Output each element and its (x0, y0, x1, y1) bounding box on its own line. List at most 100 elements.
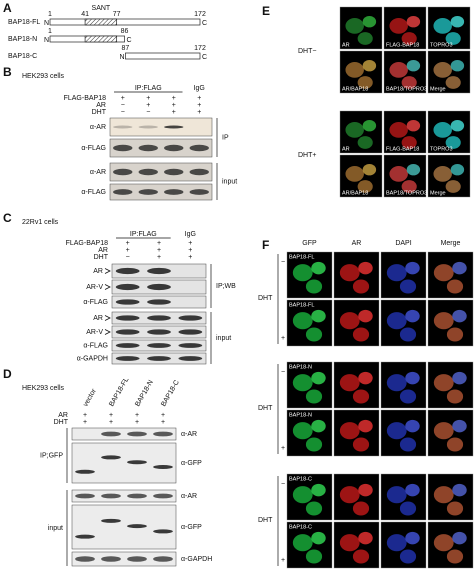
image-label: FLAG-BAP18 (386, 42, 419, 48)
cell-line: 22Rv1 cells (22, 219, 59, 226)
plus-sign: + (281, 557, 285, 564)
column-header: AR (352, 240, 362, 247)
condition-sign: + (109, 419, 113, 426)
cell (433, 264, 454, 282)
cell (452, 419, 467, 433)
cell (445, 76, 461, 89)
treatment-label: DHT (258, 517, 273, 524)
cell (339, 534, 360, 552)
cell (358, 419, 373, 433)
cell (401, 32, 417, 45)
cell (389, 166, 408, 182)
cell (401, 136, 417, 149)
cell (446, 279, 464, 294)
cell (352, 549, 370, 564)
cell (357, 180, 373, 193)
cell (352, 327, 370, 342)
condition-sign: − (146, 109, 150, 116)
cell (339, 264, 360, 282)
group-label: input (216, 335, 231, 342)
blot (71, 427, 177, 441)
band (115, 329, 140, 335)
cell (433, 62, 452, 78)
band (147, 267, 171, 275)
group-label: IP (222, 134, 229, 141)
image-label: AR/BAP18 (342, 86, 368, 92)
blot-label: α-GAPDH (77, 355, 108, 362)
image-label: BAP18-FL (289, 254, 314, 260)
cell (405, 483, 420, 497)
condition-sign: + (188, 247, 192, 254)
cell-line: HEK293 cells (22, 73, 65, 80)
band (189, 189, 209, 195)
band (147, 356, 171, 361)
cell (305, 437, 323, 452)
treatment-label: DHT− (298, 48, 316, 55)
band (147, 329, 171, 335)
image-label: Merge (430, 86, 446, 92)
cell (406, 15, 421, 28)
blot-label: α-FLAG (83, 342, 108, 349)
cell (386, 264, 407, 282)
cell (433, 122, 452, 138)
condition-sign: + (157, 247, 161, 254)
band (75, 556, 95, 562)
residue-number: 41 (81, 11, 89, 18)
cell (399, 327, 417, 342)
image-label: BAP18/TOPRO3 (386, 86, 427, 92)
cell (357, 76, 373, 89)
cell (405, 531, 420, 545)
blot-label: α-AR (90, 169, 106, 176)
cell (450, 163, 465, 176)
condition-sign: + (157, 254, 161, 261)
image-label: BAP18-C (289, 476, 312, 482)
cell (433, 422, 454, 440)
blot-label: α-GFP (181, 460, 202, 467)
cell (446, 389, 464, 404)
igg-header: IgG (185, 231, 196, 238)
treatment-label: DHT (258, 295, 273, 302)
band (115, 267, 140, 275)
cell (446, 327, 464, 342)
domain-name: SANT (92, 5, 111, 12)
cell (405, 261, 420, 275)
image-label: FLAG-BAP18 (386, 146, 419, 152)
lane-label: vector (82, 387, 98, 408)
cell (292, 422, 313, 440)
treatment-label: DHT+ (298, 152, 316, 159)
cell (446, 501, 464, 516)
blot-label: α-FLAG (83, 299, 108, 306)
condition-name: DHT (92, 109, 107, 116)
band (147, 299, 171, 305)
cell (345, 122, 364, 138)
band (164, 144, 184, 152)
cell (339, 312, 360, 330)
cell (401, 76, 417, 89)
cell (339, 422, 360, 440)
band (138, 144, 158, 152)
cell (311, 371, 326, 385)
panel-letter: C (3, 211, 12, 225)
image-label: TOPRO3 (430, 42, 453, 48)
condition-sign: + (146, 102, 150, 109)
band (75, 469, 95, 474)
cell-line: HEK293 cells (22, 385, 65, 392)
arrowhead (104, 329, 111, 335)
minus-sign: − (281, 259, 285, 266)
cell (311, 531, 326, 545)
arrowhead (104, 268, 111, 274)
band (147, 283, 171, 291)
construct-name: BAP18-C (8, 53, 37, 60)
condition-sign: + (135, 419, 139, 426)
condition-sign: + (197, 102, 201, 109)
cell (386, 374, 407, 392)
band (164, 168, 184, 176)
cell (452, 261, 467, 275)
residue-number: 77 (113, 11, 121, 18)
cell (452, 483, 467, 497)
residue-number: 1 (48, 28, 52, 35)
cell (305, 279, 323, 294)
condition-sign: + (172, 109, 176, 116)
condition-sign: + (197, 95, 201, 102)
residue-number: 172 (194, 11, 206, 18)
